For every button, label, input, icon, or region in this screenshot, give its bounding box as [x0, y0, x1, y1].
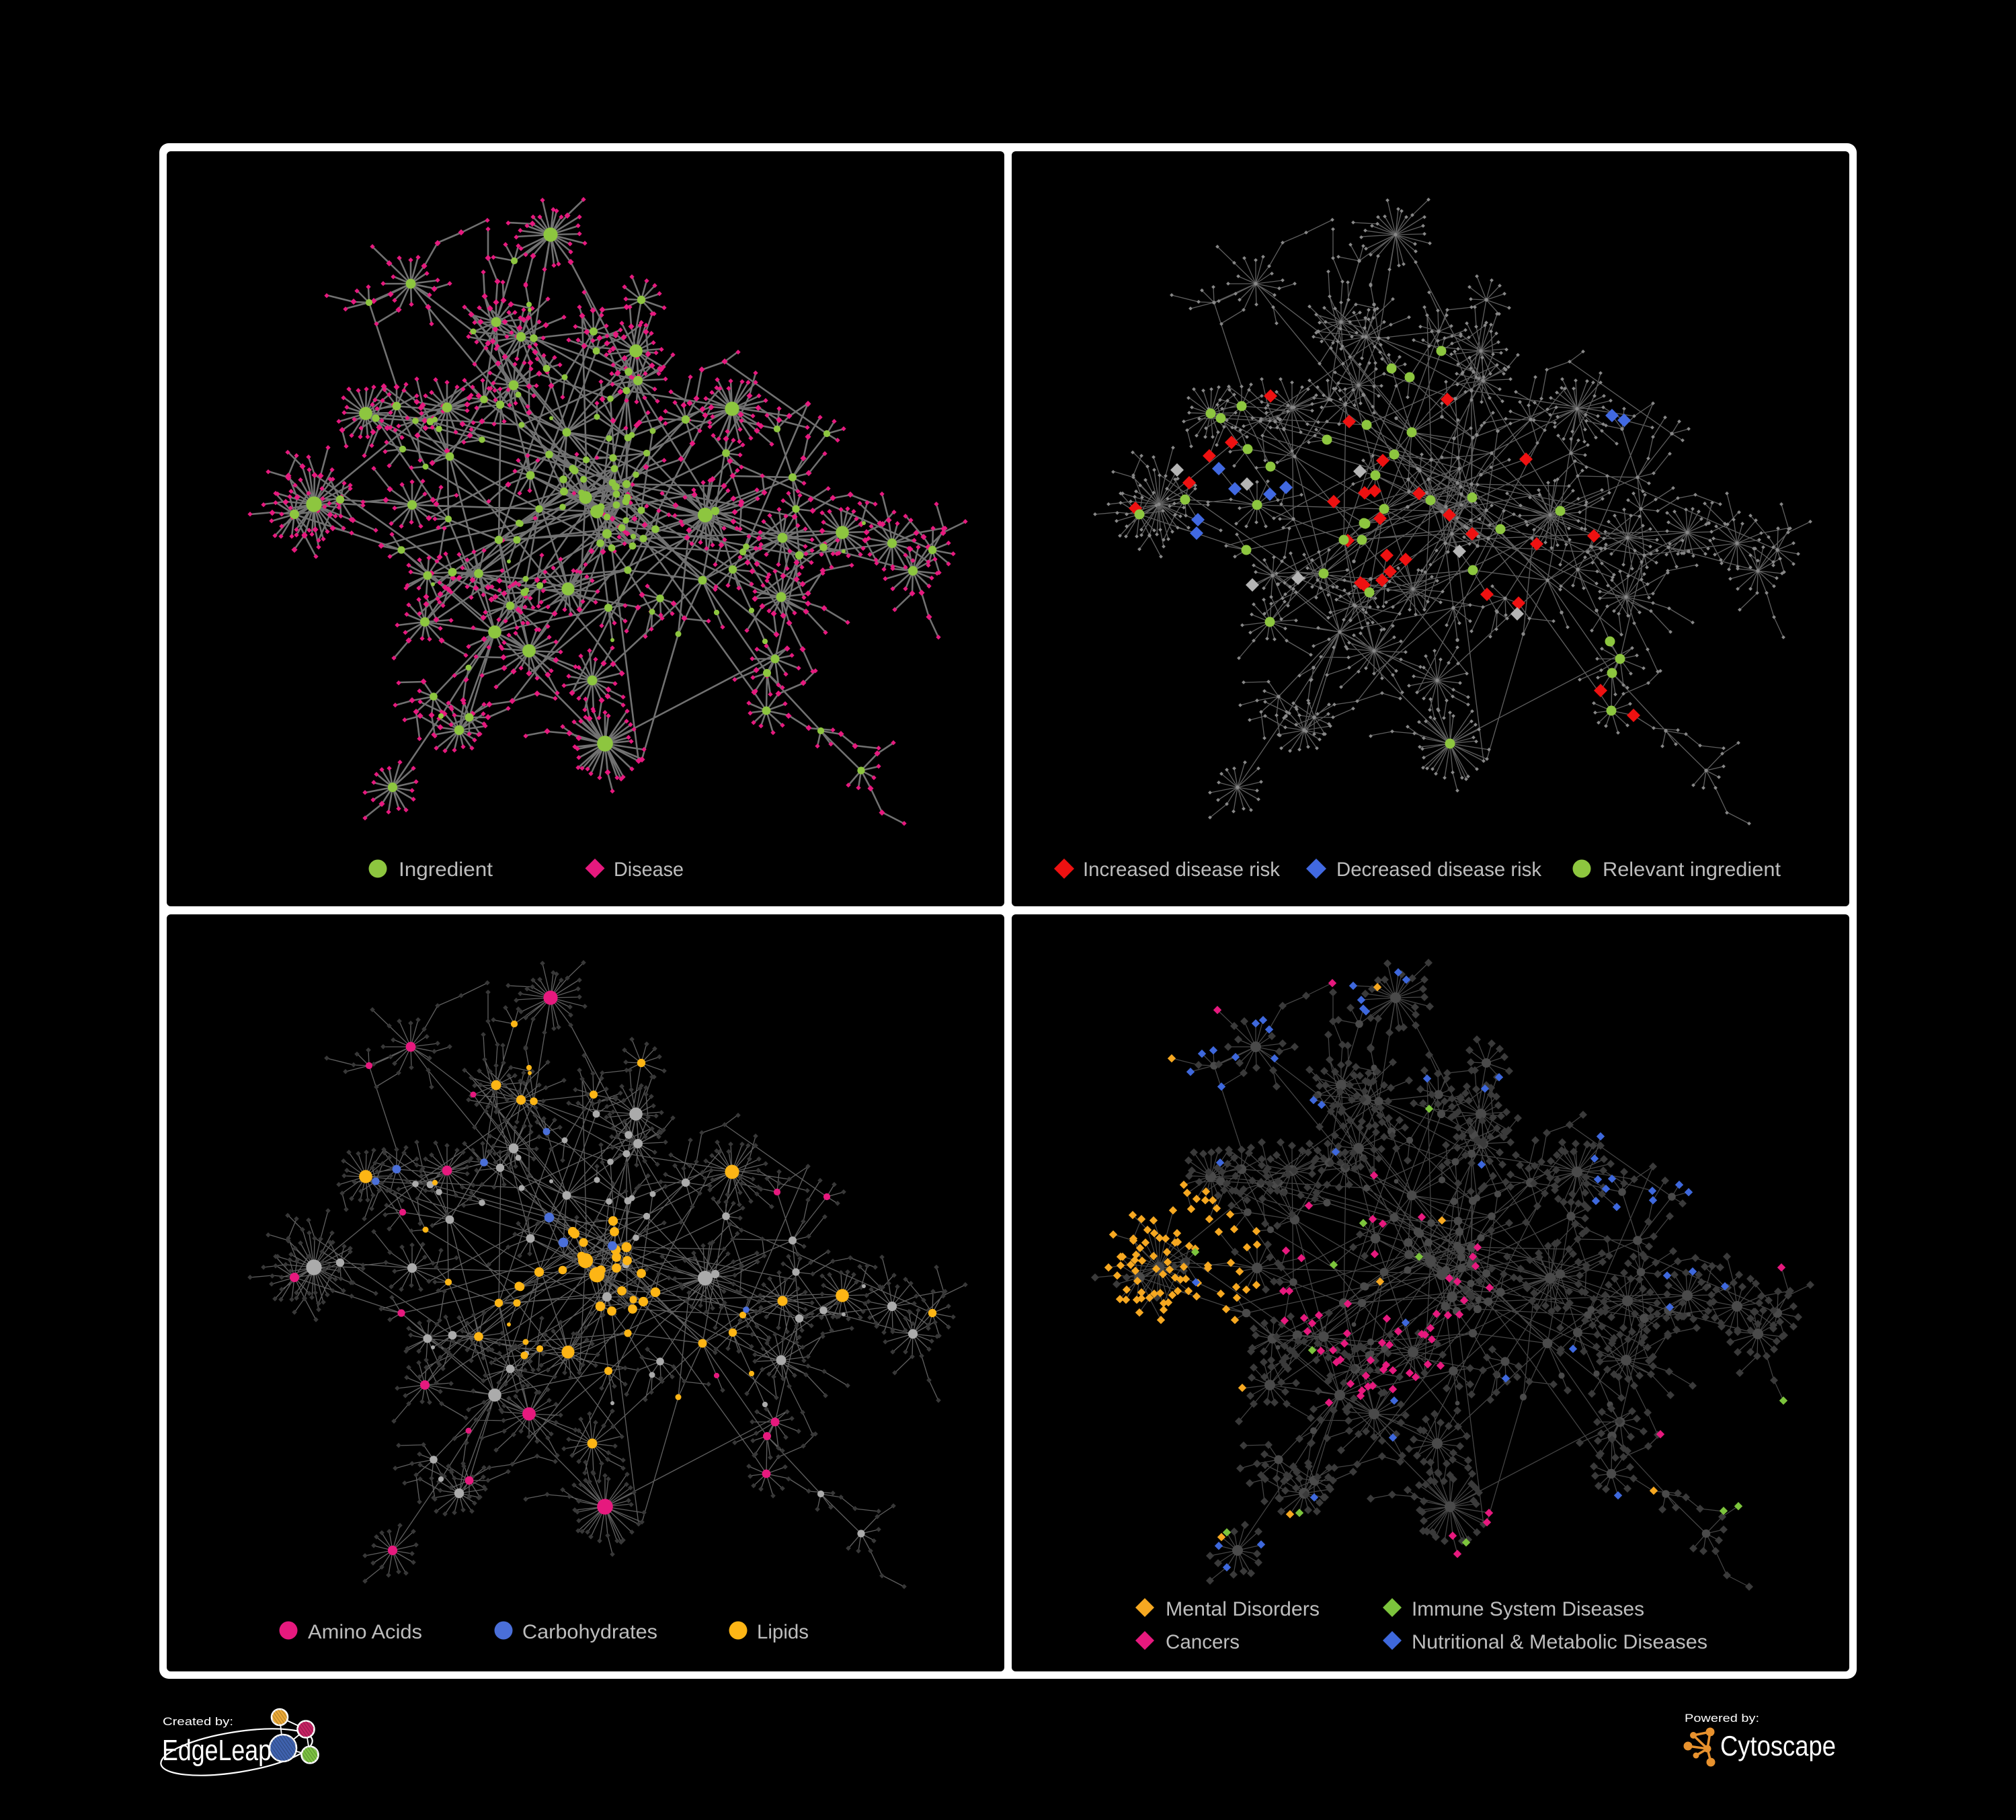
- svg-text:Ingredient: Ingredient: [399, 859, 493, 881]
- svg-text:Increased disease risk: Increased disease risk: [1083, 859, 1281, 881]
- svg-text:Relevant ingredient: Relevant ingredient: [1603, 859, 1781, 881]
- svg-text:Decreased disease risk: Decreased disease risk: [1336, 859, 1542, 881]
- svg-text:Lipids: Lipids: [757, 1621, 809, 1643]
- svg-text:Immune System Diseases: Immune System Diseases: [1412, 1598, 1644, 1620]
- svg-text:Powered by:: Powered by:: [1685, 1712, 1759, 1725]
- svg-text:Disease: Disease: [614, 859, 684, 881]
- svg-text:EdgeLeap: EdgeLeap: [162, 1734, 272, 1767]
- svg-text:Created by:: Created by:: [163, 1715, 233, 1728]
- svg-text:Carbohydrates: Carbohydrates: [522, 1621, 657, 1643]
- svg-text:Cancers: Cancers: [1166, 1631, 1240, 1653]
- svg-text:Cytoscape: Cytoscape: [1720, 1730, 1836, 1762]
- svg-text:Mental Disorders: Mental Disorders: [1166, 1598, 1320, 1620]
- svg-text:Amino Acids: Amino Acids: [308, 1621, 422, 1643]
- svg-text:Nutritional & Metabolic Diseas: Nutritional & Metabolic Diseases: [1412, 1631, 1707, 1653]
